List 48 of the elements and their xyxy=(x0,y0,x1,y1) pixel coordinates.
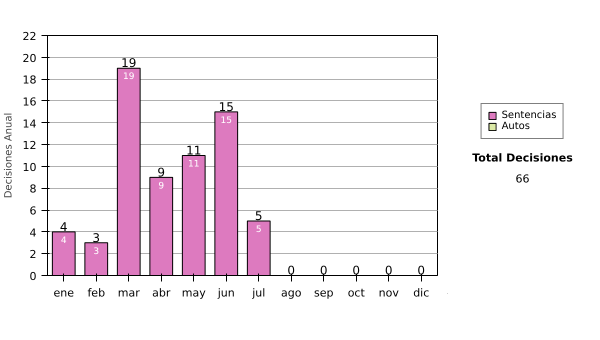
y-tick-label: 4 xyxy=(30,226,36,240)
x-tick-label: sep xyxy=(314,286,334,300)
y-axis-title: Decisiones Anual xyxy=(4,112,15,198)
data-label: 9 xyxy=(158,181,164,192)
x-tick-label: feb xyxy=(87,286,106,300)
total-label: 3 xyxy=(92,230,100,245)
text: 66 xyxy=(516,172,530,186)
total-label: 0 xyxy=(352,264,360,278)
total-label: 0 xyxy=(384,264,393,278)
y-tick-label: 0 xyxy=(30,270,36,283)
total-label: 0 xyxy=(417,264,426,278)
total-label: 15 xyxy=(218,100,234,114)
text: Total Decisiones xyxy=(472,152,574,164)
total-label: 0 xyxy=(320,264,328,278)
y-tick-label: 10 xyxy=(22,160,37,174)
legend-label: Sentencias xyxy=(502,110,556,121)
total-label: 9 xyxy=(157,165,166,180)
x-tick-label: ene xyxy=(53,286,74,300)
x-tick-label: nov xyxy=(378,286,400,300)
x-tick-label: may xyxy=(182,286,206,300)
total-label: 4 xyxy=(60,220,68,234)
y-tick-label: 6 xyxy=(30,204,36,218)
x-tick-label: jul xyxy=(251,286,266,300)
y-tick-label: 22 xyxy=(22,30,37,43)
x-tick-label: oct xyxy=(348,286,366,300)
data-label: 3 xyxy=(93,246,100,257)
legend-label: Autos xyxy=(502,121,530,132)
data-label: 15 xyxy=(220,116,232,126)
x-tick-label: mar xyxy=(118,286,140,300)
data-label: 19 xyxy=(123,72,135,82)
data-label: 5 xyxy=(256,224,262,235)
y-tick-label: 14 xyxy=(22,117,37,130)
y-tick-label: 12 xyxy=(22,139,37,152)
y-tick-label: 16 xyxy=(22,95,37,108)
y-tick-label: 18 xyxy=(22,74,37,87)
x-tick-label: dic xyxy=(413,286,430,300)
y-tick-label: 8 xyxy=(30,182,36,196)
x-tick-label: jun xyxy=(216,286,235,300)
x-tick-label: abr xyxy=(152,286,171,300)
total-label: 19 xyxy=(121,56,136,70)
y-tick-label: 2 xyxy=(30,248,36,262)
data-label: 4 xyxy=(60,236,67,246)
y-tick-label: 20 xyxy=(22,52,37,65)
x-tick-label: ago xyxy=(281,286,302,300)
total-label: 11 xyxy=(186,144,202,158)
data-label: 11 xyxy=(188,160,200,170)
total-label: 5 xyxy=(254,208,263,223)
total-label: 0 xyxy=(287,264,296,278)
